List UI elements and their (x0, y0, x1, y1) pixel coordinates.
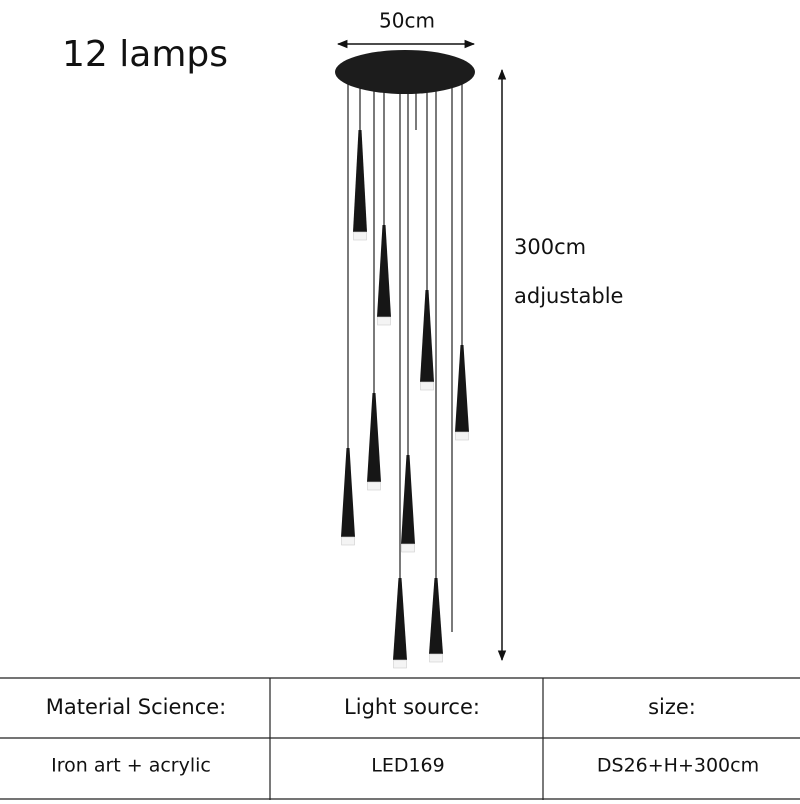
table-header: Light source: (344, 695, 480, 719)
lamp-diffuser (455, 431, 469, 441)
lamp-diffuser (341, 536, 355, 546)
lamp-cone (353, 130, 367, 232)
spec-table (0, 677, 800, 800)
lamp-diffuser (353, 231, 367, 241)
lamps (341, 80, 469, 669)
table-cell: Iron art + acrylic (51, 755, 211, 777)
lamp-diffuser (401, 543, 415, 553)
lamp-diffuser (420, 381, 434, 391)
lamp-cone (393, 578, 407, 660)
table-header: Material Science: (46, 695, 226, 719)
lamp-cone (367, 393, 381, 482)
lamp-cone (341, 448, 355, 537)
height-label: 300cm (514, 235, 586, 259)
lamp-cone (455, 345, 469, 432)
table-header: size: (648, 695, 696, 719)
width-label: 50cm (379, 9, 435, 33)
lamp-cone (429, 578, 443, 654)
lamp-diffuser (429, 653, 443, 663)
canopy (335, 50, 475, 94)
lamp-diffuser (377, 316, 391, 326)
lamp-cone (420, 290, 434, 382)
lamp-cone (377, 225, 391, 317)
table-cell: LED169 (371, 755, 445, 777)
lamp-cone (401, 455, 415, 544)
table-cell: DS26+H+300cm (597, 755, 759, 777)
lamp-diffuser (367, 481, 381, 491)
height-note: adjustable (514, 284, 623, 308)
title: 12 lamps (62, 34, 228, 75)
lamp-diffuser (393, 659, 407, 669)
